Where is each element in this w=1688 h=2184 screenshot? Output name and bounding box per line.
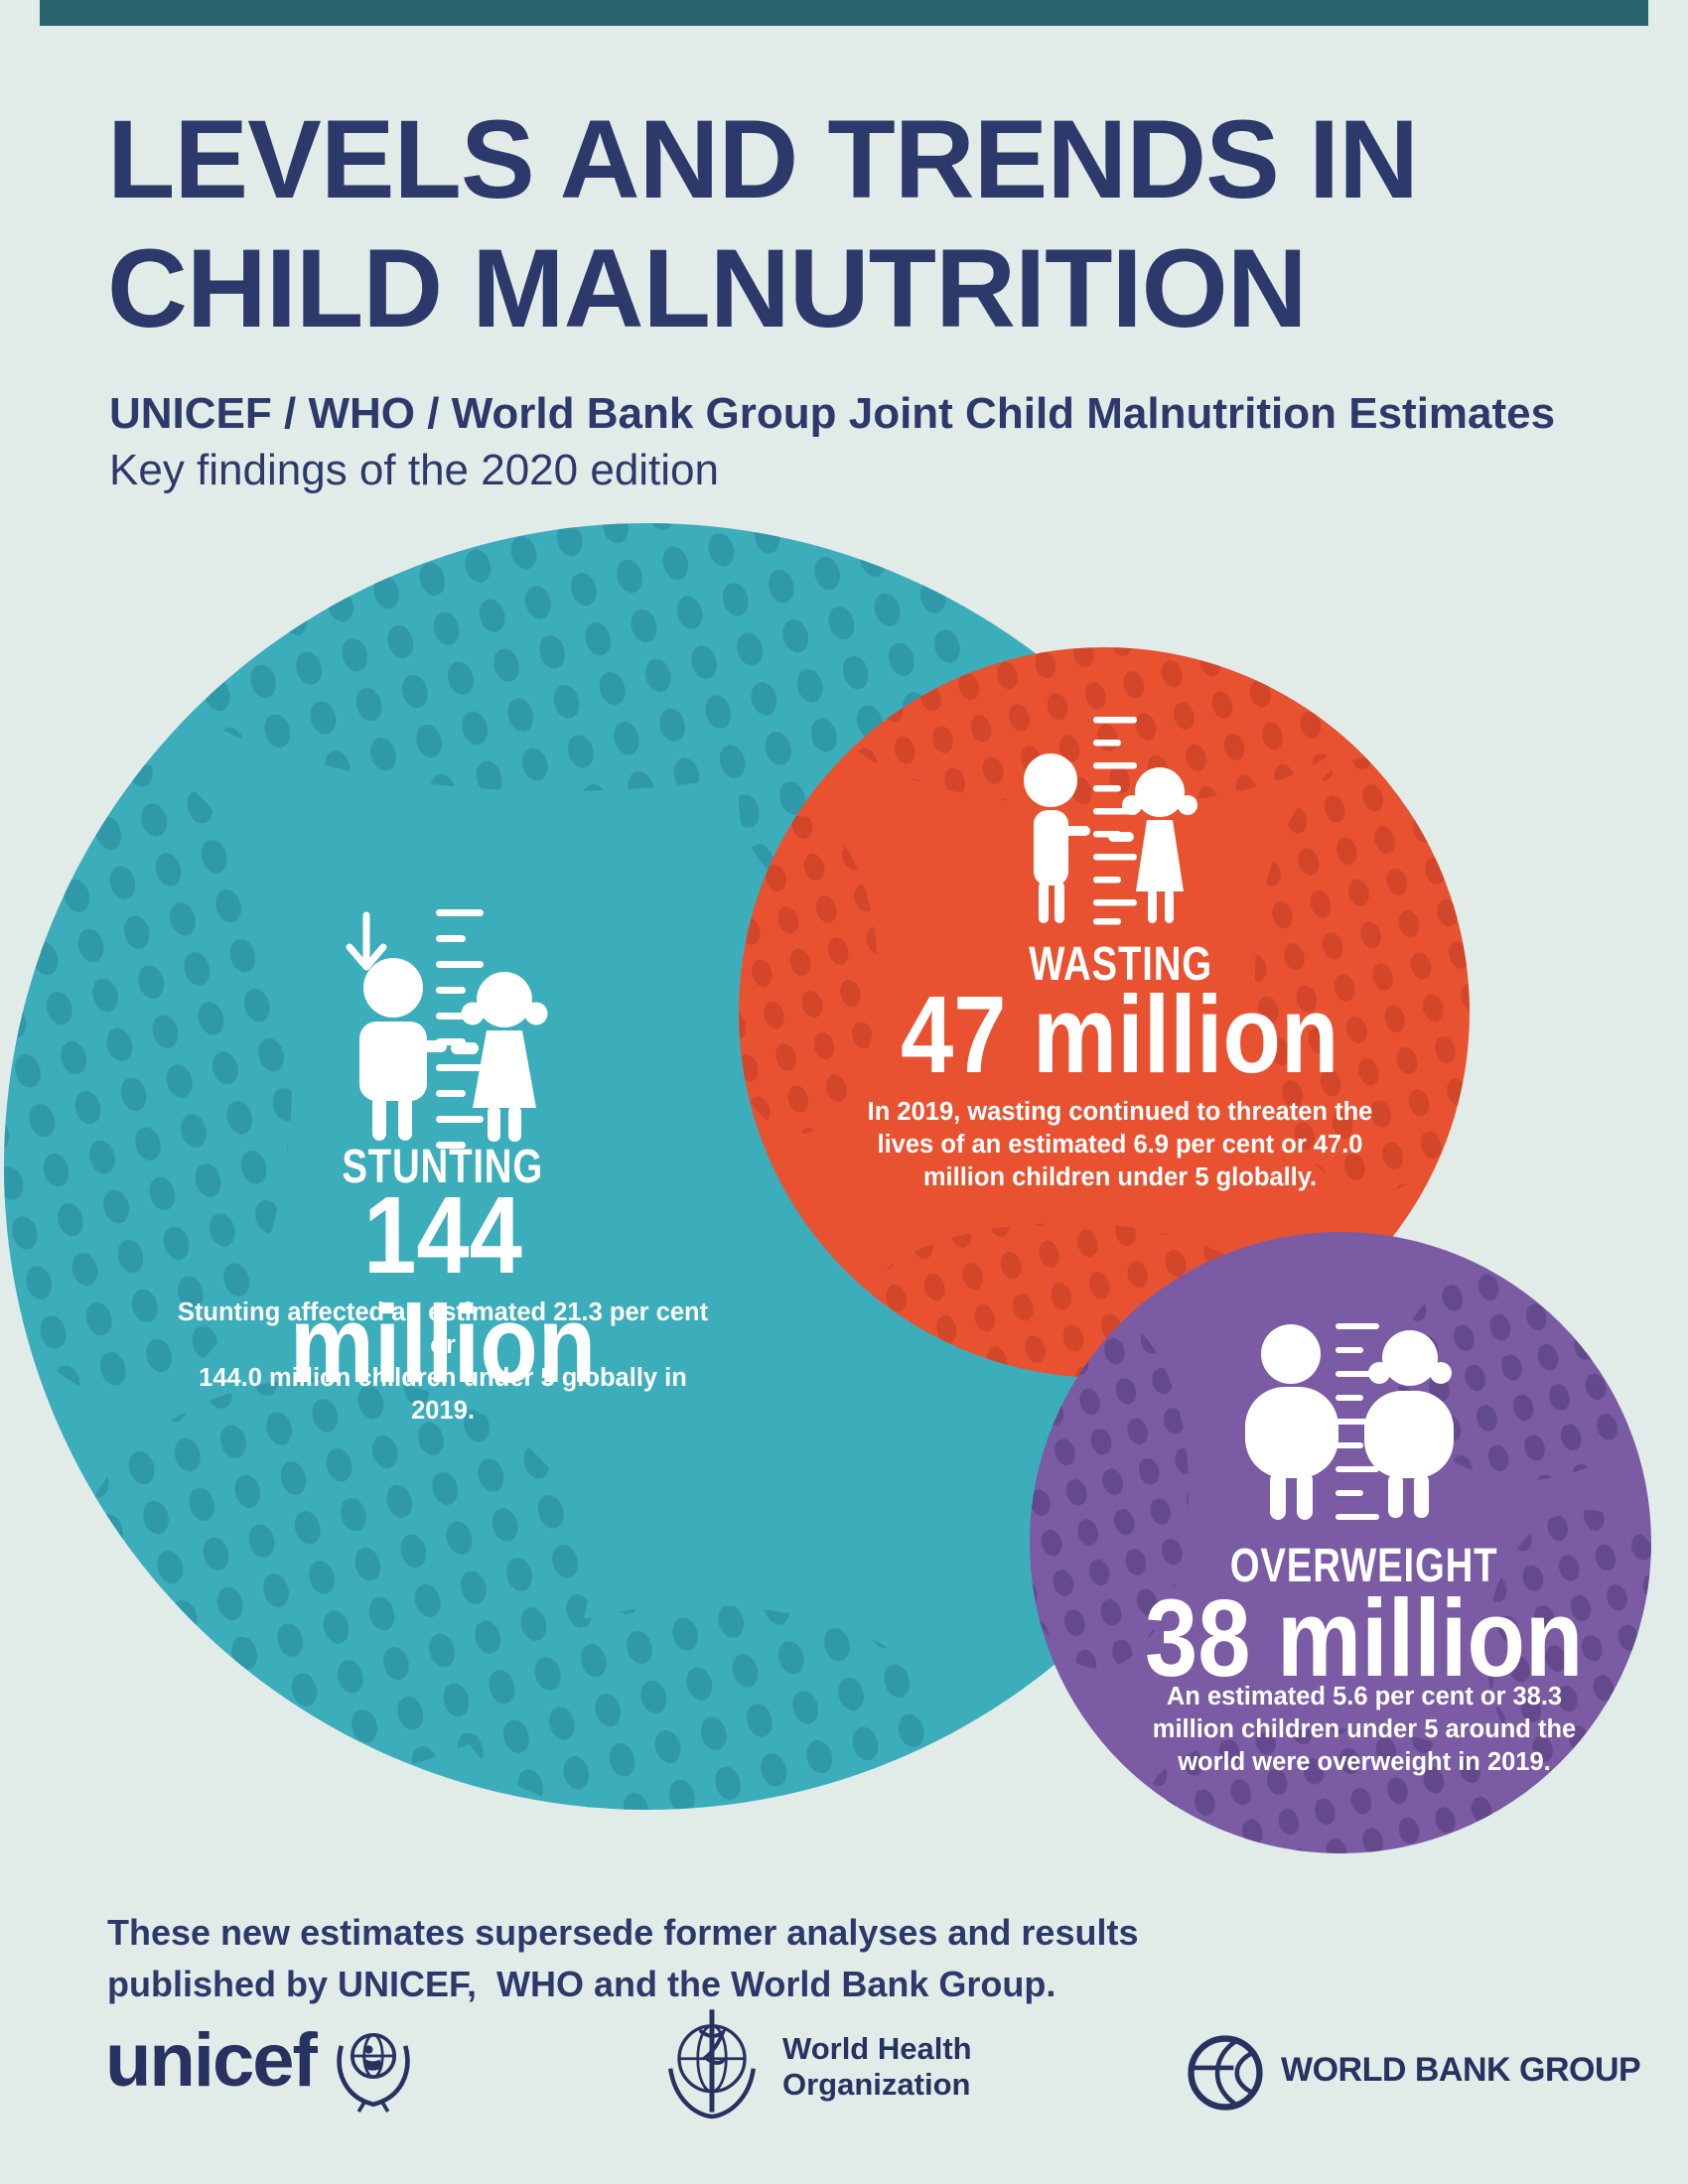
- page-title-line1: LEVELS AND TRENDS IN: [107, 97, 1419, 221]
- supersede-note-line2: published by UNICEF, WHO and the World B…: [107, 1964, 1056, 2004]
- thin-boy-silhouette: [1024, 753, 1090, 923]
- wasting-value: 47 million: [901, 974, 1339, 1096]
- height-ruler-icon: [436, 909, 484, 1149]
- wasting-description: In 2019, wasting continued to threaten t…: [867, 1098, 1373, 1191]
- who-logo-text: World Health Organization: [782, 2031, 972, 2102]
- overweight-globe-dot-pattern: [1030, 1262, 1651, 1853]
- overweight-value: 38 million: [1145, 1577, 1584, 1700]
- overweight-description: An estimated 5.6 per cent or 38.3 millio…: [1152, 1683, 1577, 1776]
- thin-girl-silhouette: [1108, 767, 1197, 923]
- overweight-label: OVERWEIGHT: [1230, 1540, 1498, 1592]
- unicef-logo-wordmark: unicef: [105, 2018, 318, 2103]
- stunting-value: 144 million: [289, 1174, 597, 1406]
- wasting-circle: [739, 647, 1470, 1378]
- boy-silhouette: [359, 958, 447, 1141]
- supersede-note-line1: These new estimates supersede former ana…: [107, 1912, 1139, 1953]
- top-accent-bar: [40, 0, 1648, 26]
- stunting-globe-dot-pattern: [4, 523, 1056, 1810]
- page-title: LEVELS AND TRENDS IN CHILD MALNUTRITION: [107, 95, 1419, 353]
- plump-girl-silhouette: [1364, 1330, 1454, 1518]
- height-ruler-icon: [1093, 717, 1137, 925]
- who-emblem-icon: [668, 2009, 756, 2119]
- stunting-description: Stunting affected an estimated 21.3 per …: [177, 1298, 709, 1425]
- height-ruler-icon: [1336, 1323, 1379, 1520]
- subtitle-edition: Key findings of the 2020 edition: [109, 446, 720, 494]
- wasting-children-icon: [1024, 717, 1197, 925]
- subtitle-organizations: UNICEF / WHO / World Bank Group Joint Ch…: [109, 389, 1556, 438]
- down-arrow-icon: [346, 911, 387, 971]
- overweight-children-icon: [1245, 1323, 1454, 1520]
- unicef-emblem-icon: [337, 2032, 410, 2113]
- page-title-line2: CHILD MALNUTRITION: [107, 226, 1308, 350]
- stunting-children-height-icon: [346, 909, 548, 1149]
- plump-boy-silhouette: [1245, 1324, 1338, 1520]
- overweight-circle: [1030, 1232, 1651, 1853]
- girl-silhouette: [451, 972, 548, 1142]
- wasting-label: WASTING: [1028, 938, 1212, 991]
- worldbank-globe-icon: [1188, 2035, 1263, 2111]
- worldbank-logo-text: WORLD BANK GROUP: [1281, 2051, 1641, 2089]
- stunting-label: STUNTING: [342, 1141, 544, 1193]
